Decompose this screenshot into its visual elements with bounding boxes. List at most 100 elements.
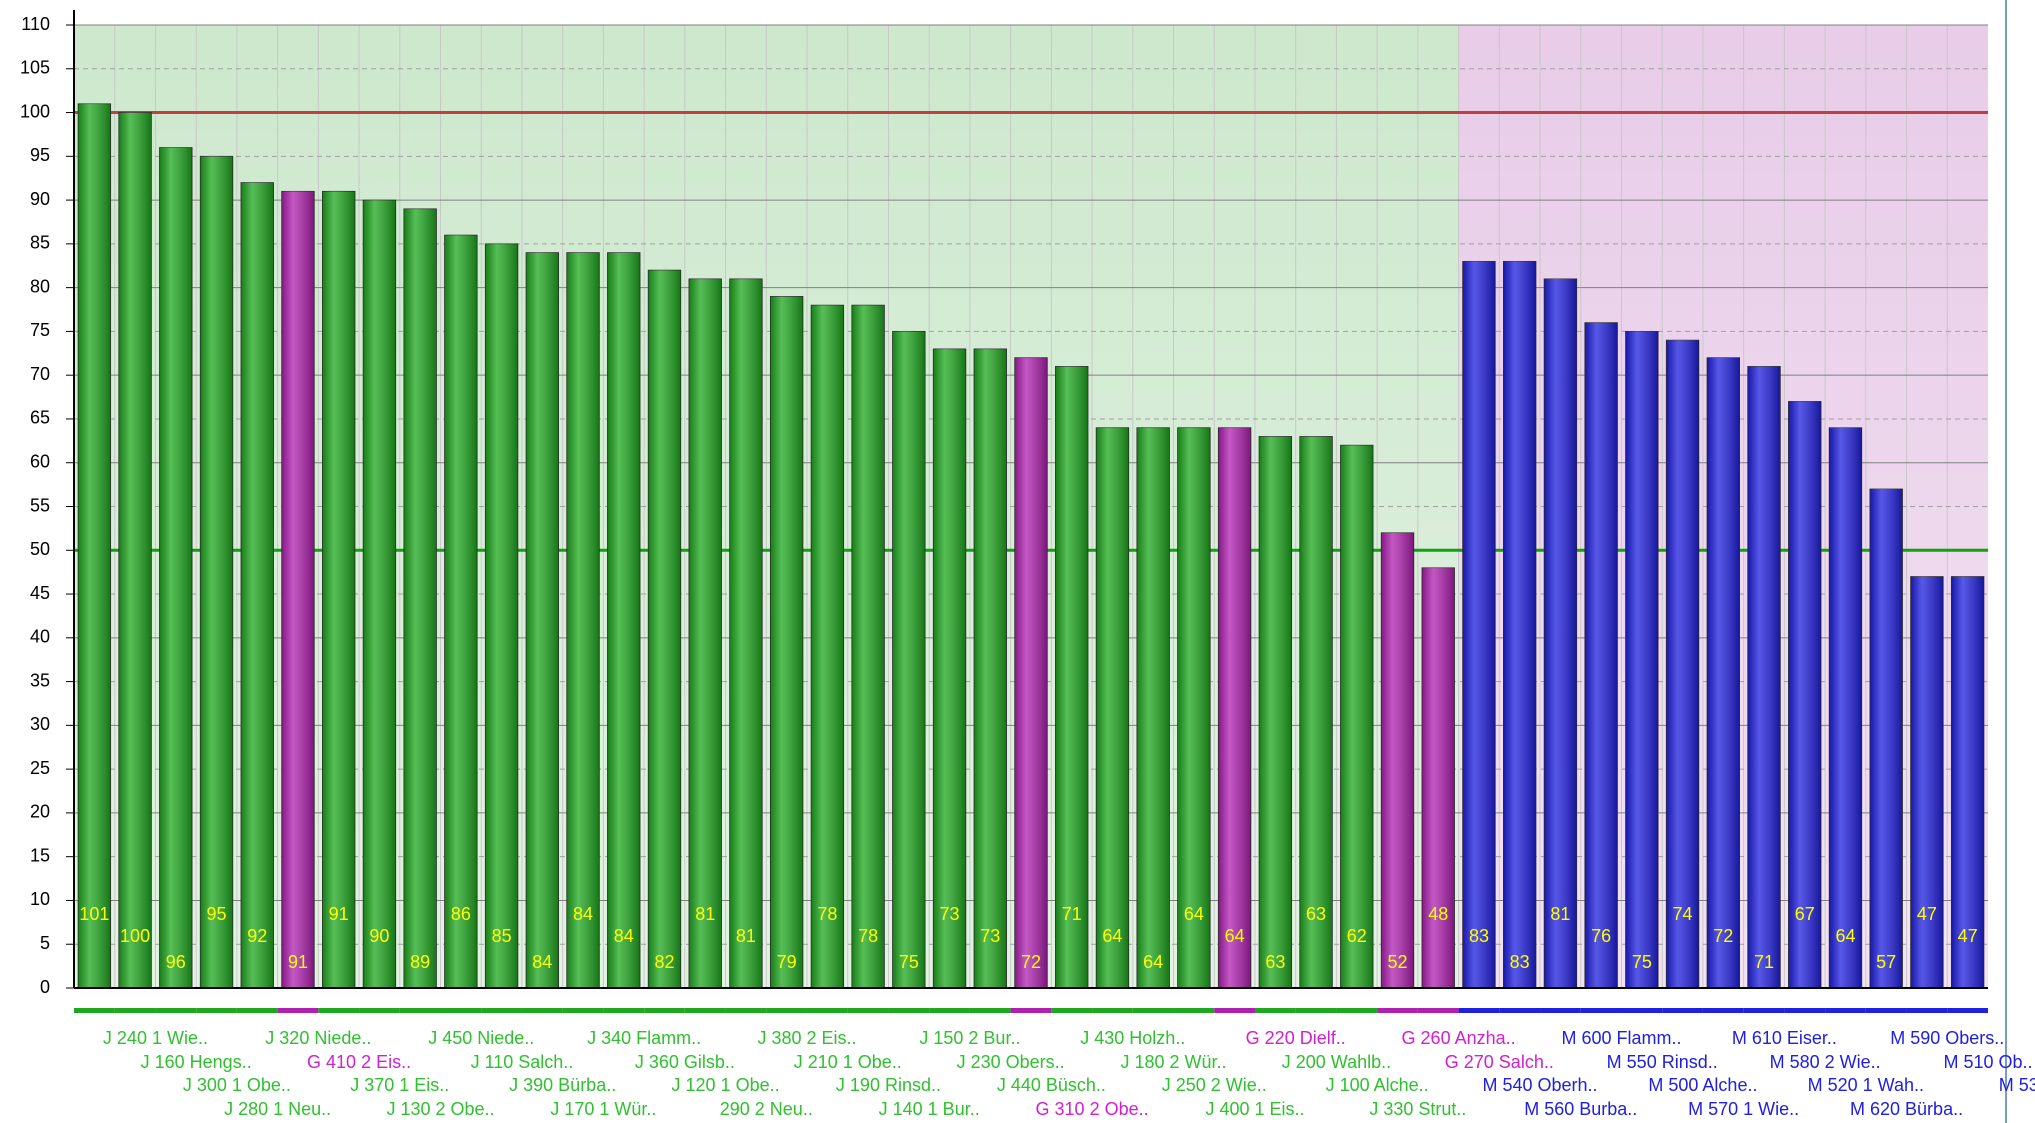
x-tick-label: M 600 Flamm.. (1561, 1028, 1681, 1048)
x-tick-label: J 240 1 Wie.. (103, 1028, 208, 1048)
color-strip (1377, 1008, 1418, 1013)
x-tick-label: M 530.. (1999, 1075, 2035, 1095)
x-tick-label: M 540 Oberh.. (1483, 1075, 1598, 1095)
y-tick-label: 40 (30, 627, 50, 647)
color-strip (399, 1008, 441, 1013)
color-strip (1580, 1008, 1622, 1013)
color-strip (1865, 1008, 1907, 1013)
bar-shade (1869, 488, 1903, 988)
bar-shade (1625, 331, 1659, 989)
bar-shade (1462, 261, 1496, 988)
bar-shade (1055, 366, 1089, 989)
color-strip (888, 1008, 930, 1013)
color-strip (1295, 1008, 1337, 1013)
color-strip (1254, 1008, 1296, 1013)
color-strip (929, 1008, 970, 1013)
x-tick-label: J 450 Niede.. (428, 1028, 534, 1048)
x-tick-label: J 250 2 Wie.. (1162, 1075, 1267, 1095)
y-tick-label: 85 (30, 233, 50, 253)
value-label: 73 (980, 926, 1000, 946)
color-strip (440, 1008, 482, 1013)
y-tick-label: 95 (30, 145, 50, 165)
value-label: 78 (858, 926, 878, 946)
color-strip (481, 1008, 522, 1013)
bar-shade (648, 270, 681, 988)
value-label: 73 (940, 904, 960, 924)
x-tick-label: J 330 Strut.. (1369, 1099, 1466, 1119)
bar-shade (444, 235, 478, 989)
bar-shade (607, 252, 641, 989)
color-strip (1825, 1008, 1866, 1013)
color-strip (766, 1008, 808, 1013)
x-tick-label: J 190 Rinsd.. (836, 1075, 941, 1095)
color-strip (807, 1008, 848, 1013)
color-strip (277, 1008, 319, 1013)
x-tick-label: J 200 Wahlb.. (1282, 1052, 1391, 1072)
y-tick-label: 20 (30, 802, 50, 822)
bar-shade (322, 191, 355, 988)
value-label: 95 (207, 904, 227, 924)
value-label: 64 (1102, 926, 1122, 946)
bar-shade (240, 182, 274, 989)
x-tick-label: M 500 Alche.. (1648, 1075, 1757, 1095)
color-strip (847, 1008, 889, 1013)
x-tick-label: J 360 Gilsb.. (635, 1052, 735, 1072)
bar-shade (770, 296, 803, 989)
value-label: 63 (1265, 952, 1285, 972)
bar-shade (78, 103, 111, 989)
value-label: 81 (1550, 904, 1570, 924)
y-tick-label: 10 (30, 889, 50, 909)
x-tick-label: J 440 Büsch.. (997, 1075, 1106, 1095)
x-tick-label: M 620 Bürba.. (1850, 1099, 1963, 1119)
bar-shade (1584, 322, 1618, 988)
x-tick-label: J 430 Holzh.. (1080, 1028, 1185, 1048)
value-label: 76 (1591, 926, 1611, 946)
x-tick-label: M 610 Eiser.. (1732, 1028, 1837, 1048)
x-tick-label: M 570 1 Wie.. (1688, 1099, 1799, 1119)
color-strip (1743, 1008, 1785, 1013)
y-tick-label: 70 (30, 364, 50, 384)
value-label: 64 (1184, 904, 1204, 924)
x-tick-label: J 150 2 Bur.. (919, 1028, 1020, 1048)
y-tick-label: 65 (30, 408, 50, 428)
value-label: 64 (1225, 926, 1245, 946)
y-tick-label: 15 (30, 845, 50, 865)
x-tick-label: J 210 1 Obe.. (794, 1052, 902, 1072)
x-tick-label: J 140 1 Bur.. (879, 1099, 980, 1119)
value-label: 64 (1143, 952, 1163, 972)
value-label: 84 (573, 904, 593, 924)
x-tick-label: M 510 Ob.. (1943, 1052, 2032, 1072)
bar-shade (526, 252, 559, 989)
color-strip (1621, 1008, 1663, 1013)
color-strip (1458, 1008, 1500, 1013)
value-label: 85 (492, 926, 512, 946)
color-strip (1540, 1008, 1581, 1013)
y-tick-label: 75 (30, 320, 50, 340)
value-label: 79 (777, 952, 797, 972)
value-label: 100 (120, 926, 150, 946)
color-strip (1702, 1008, 1744, 1013)
bar-shade (1299, 436, 1333, 988)
value-label: 101 (79, 904, 109, 924)
bar-shade (200, 156, 233, 988)
value-label: 72 (1713, 926, 1733, 946)
bar-shade (729, 278, 763, 988)
y-tick-label: 25 (30, 758, 50, 778)
color-strip (603, 1008, 645, 1013)
x-tick-label: J 300 1 Obe.. (183, 1075, 291, 1095)
value-label: 48 (1428, 904, 1448, 924)
color-strip (562, 1008, 604, 1013)
x-tick-label: J 110 Salch.. (471, 1052, 574, 1072)
x-tick-label: G 220 Dielf.. (1246, 1028, 1346, 1048)
bar-shade (1544, 278, 1577, 988)
bar-shade (1340, 445, 1374, 989)
bar-shade (1503, 261, 1536, 988)
bar-shade (1666, 340, 1699, 988)
value-label: 83 (1469, 926, 1489, 946)
bar-shade (159, 147, 193, 989)
color-strip (155, 1008, 197, 1013)
bar-shade (1910, 576, 1944, 988)
bar-shade (1421, 567, 1455, 988)
x-tick-label: J 380 2 Eis.. (757, 1028, 856, 1048)
